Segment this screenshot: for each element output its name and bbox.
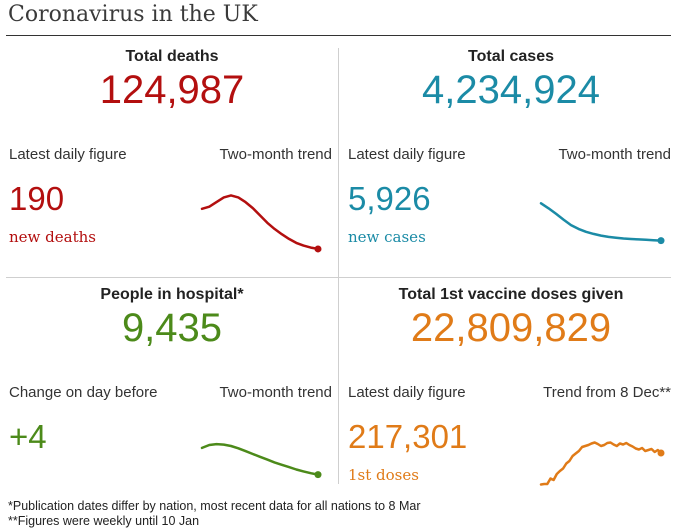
vaccine-daily-label: Latest daily figure <box>348 384 466 401</box>
hospital-trend-chart <box>200 442 322 479</box>
cases-title: Total cases <box>468 48 554 65</box>
deaths-two-month-trend-line <box>200 194 320 251</box>
hospital-two-month-trend-end-point <box>314 471 322 479</box>
vaccine-trend-from-8-dec-line <box>539 441 663 486</box>
hospital-total: 9,435 <box>121 306 223 350</box>
footnote-publication-dates: *Publication dates differ by nation, mos… <box>8 499 421 513</box>
vaccine-trend-chart <box>539 441 665 486</box>
hospital-trend-label: Two-month trend <box>219 384 332 401</box>
cases-two-month-trend-end-point <box>657 237 665 245</box>
deaths-trend-chart <box>200 194 322 253</box>
cases-two-month-trend-line <box>539 202 663 242</box>
vaccine-daily-unit: 1st doses <box>348 466 419 484</box>
hospital-two-month-trend-line <box>200 442 320 476</box>
hospital-title: People in hospital* <box>100 286 244 303</box>
deaths-total: 124,987 <box>99 68 245 112</box>
deaths-daily-unit: new deaths <box>9 228 96 246</box>
vertical-divider <box>338 48 339 484</box>
vaccine-trend-from-8-dec-end-point <box>657 449 665 457</box>
cases-daily-value: 5,926 <box>348 180 431 217</box>
title-rule <box>6 35 671 36</box>
cases-trend-chart <box>539 202 665 245</box>
cases-total: 4,234,924 <box>422 68 600 112</box>
deaths-trend-label: Two-month trend <box>219 146 332 163</box>
hospital-change-value: +4 <box>9 418 47 455</box>
hospital-change-label: Change on day before <box>9 384 158 401</box>
cases-daily-unit: new cases <box>348 228 426 246</box>
footnote-weekly-figures: **Figures were weekly until 10 Jan <box>8 514 200 528</box>
page-title: Coronavirus in the UK <box>8 2 258 27</box>
vaccine-title: Total 1st vaccine doses given <box>398 286 624 303</box>
vaccine-panel: Total 1st vaccine doses given 22,809,829… <box>345 276 677 506</box>
cases-trend-label: Two-month trend <box>558 146 671 163</box>
deaths-daily-value: 190 <box>9 180 65 217</box>
vaccine-trend-label: Trend from 8 Dec** <box>543 384 671 401</box>
deaths-daily-label: Latest daily figure <box>9 146 127 163</box>
cases-daily-label: Latest daily figure <box>348 146 466 163</box>
horizontal-divider <box>6 277 671 278</box>
vaccine-total: 22,809,829 <box>410 306 612 350</box>
deaths-panel: Total deaths 124,987 Latest daily figure… <box>6 38 338 268</box>
deaths-title: Total deaths <box>125 48 219 65</box>
hospital-panel: People in hospital* 9,435 Change on day … <box>6 276 338 506</box>
deaths-two-month-trend-end-point <box>314 245 322 253</box>
vaccine-daily-value: 217,301 <box>348 418 468 455</box>
cases-panel: Total cases 4,234,924 Latest daily figur… <box>345 38 677 268</box>
